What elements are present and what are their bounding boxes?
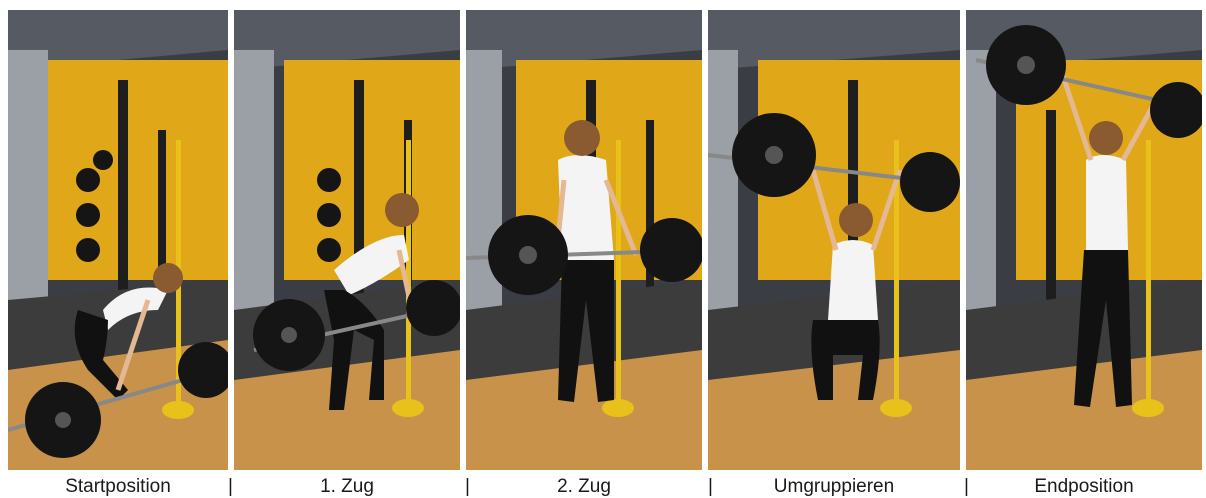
caption-1-zug: 1. Zug — [320, 476, 374, 497]
caption-endposition: Endposition — [1034, 476, 1134, 497]
2-zug-photo — [466, 10, 702, 470]
photo-umgruppieren — [708, 10, 960, 470]
1-zug-photo — [234, 10, 460, 470]
caption-umgruppieren: Umgruppieren — [773, 476, 895, 497]
endposition-photo — [966, 10, 1202, 470]
photo-2-zug — [466, 10, 702, 470]
athlete-2-zug — [553, 120, 639, 402]
photo-1-zug — [234, 10, 460, 470]
umgruppieren-photo — [708, 10, 960, 470]
caption-separator: | — [708, 476, 713, 497]
caption-separator: | — [228, 476, 233, 497]
caption-separator: | — [964, 476, 969, 497]
caption-startposition: Startposition — [65, 476, 171, 497]
photo-endposition — [966, 10, 1202, 470]
athlete-start — [74, 263, 183, 400]
caption-row: Startposition | 1. Zug | 2. Zug | Umgrup… — [0, 470, 1206, 498]
startposition-photo — [8, 10, 228, 470]
caption-separator: | — [465, 476, 470, 497]
athlete-endposition — [1058, 69, 1159, 407]
photo-startposition — [8, 10, 228, 470]
athlete-umgruppieren — [810, 169, 903, 400]
caption-2-zug: 2. Zug — [557, 476, 611, 497]
